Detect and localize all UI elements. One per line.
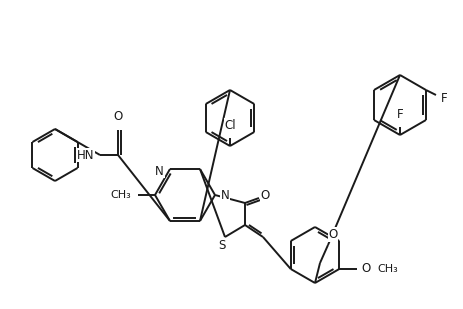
Text: F: F (440, 91, 446, 104)
Text: N: N (155, 164, 163, 177)
Text: S: S (218, 239, 225, 252)
Text: HN: HN (76, 149, 94, 162)
Text: O: O (113, 110, 122, 123)
Text: O: O (260, 188, 269, 201)
Text: O: O (361, 263, 369, 276)
Text: Cl: Cl (224, 119, 235, 132)
Text: N: N (220, 188, 229, 201)
Text: F: F (396, 108, 402, 121)
Text: CH₃: CH₃ (376, 264, 397, 274)
Text: O: O (328, 228, 337, 241)
Text: CH₃: CH₃ (110, 190, 131, 200)
